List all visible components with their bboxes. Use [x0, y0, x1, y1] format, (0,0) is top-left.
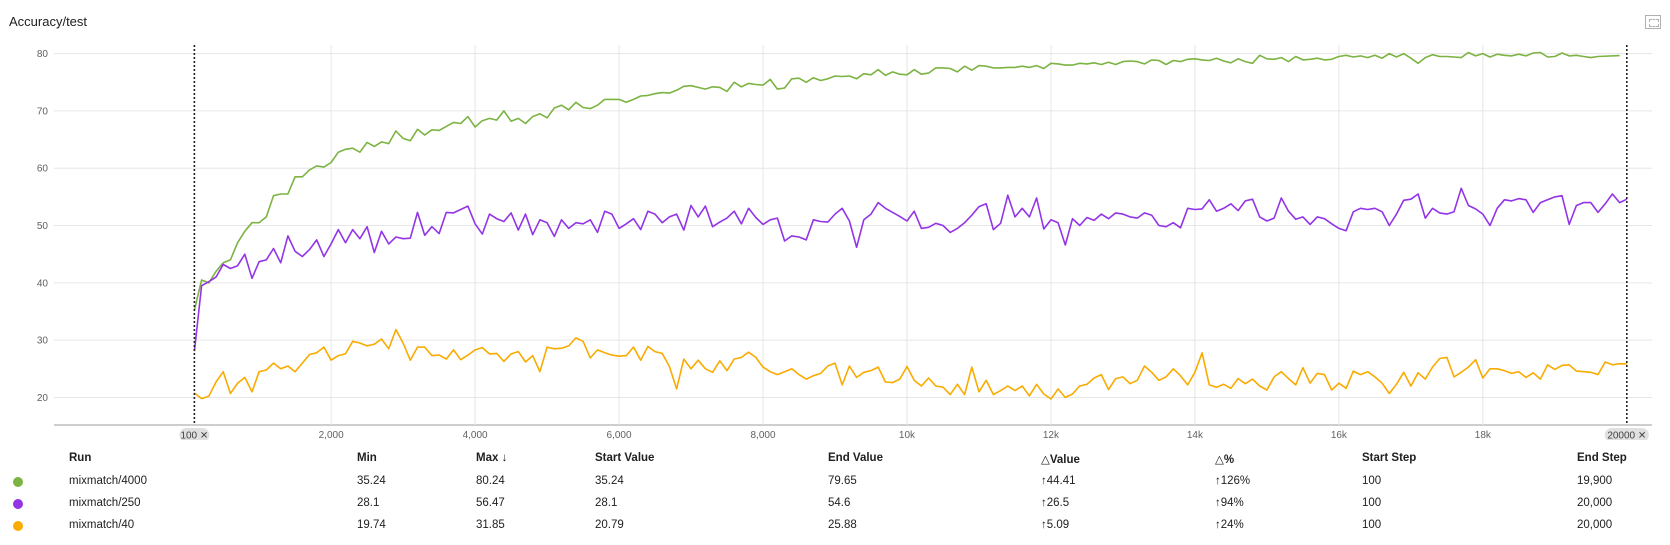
- cell-run: mixmatch/4000: [69, 475, 147, 487]
- series-line-mixmatch-40: [193, 328, 1627, 400]
- line-chart: 20 30 40 50 60 70 80 2,000 4,000 6,000 8,000 10k 12…: [37, 45, 1652, 441]
- cell-start-step: 100: [1362, 497, 1382, 509]
- cell-end-value: 54.6: [828, 497, 851, 509]
- cell-delta-pct: ↑94%: [1215, 497, 1244, 509]
- cell-end-step: 20,000: [1577, 519, 1613, 531]
- cell-max: 56.47: [476, 497, 505, 509]
- cell-end-step: 19,900: [1577, 475, 1613, 487]
- col-header-start-step[interactable]: Start Step: [1362, 452, 1417, 464]
- x-tick-label: 16k: [1331, 430, 1348, 440]
- cell-min: 19.74: [357, 519, 386, 531]
- range-markers: 100 ✕ 20000 ✕: [179, 45, 1649, 441]
- series-line-mixmatch-250: [193, 187, 1628, 352]
- cell-delta-value: ↑5.09: [1041, 519, 1070, 531]
- x-tick-label: 12k: [1043, 430, 1060, 440]
- cell-start-step: 100: [1362, 475, 1382, 487]
- col-header-delta-value[interactable]: △Value: [1041, 454, 1080, 466]
- col-header-min[interactable]: Min: [357, 452, 377, 464]
- y-axis-ticks: 20 30 40 50 60 70 80: [37, 49, 49, 404]
- fullscreen-icon[interactable]: [1645, 15, 1661, 29]
- cell-delta-pct: ↑24%: [1215, 519, 1244, 531]
- y-tick-label: 30: [37, 336, 49, 347]
- run-color-dot: [13, 477, 23, 487]
- run-color-dot: [13, 521, 23, 531]
- x-tick-label: 18k: [1475, 430, 1492, 440]
- y-tick-label: 20: [37, 393, 49, 404]
- run-color-dot: [13, 499, 23, 509]
- cell-delta-value: ↑26.5: [1041, 497, 1070, 509]
- y-tick-label: 60: [37, 164, 49, 175]
- y-tick-label: 50: [37, 221, 49, 232]
- y-tick-label: 40: [37, 278, 49, 289]
- chart-grid: [54, 45, 1652, 426]
- cell-end-value: 25.88: [828, 519, 857, 531]
- cell-min: 28.1: [357, 497, 380, 509]
- col-header-end-step[interactable]: End Step: [1577, 452, 1627, 464]
- col-header-delta-pct[interactable]: △%: [1215, 454, 1235, 466]
- cell-start-value: 35.24: [595, 475, 624, 487]
- cell-run: mixmatch/40: [69, 519, 135, 531]
- col-header-end-value[interactable]: End Value: [828, 452, 883, 464]
- x-tick-label: 10k: [899, 430, 916, 440]
- cell-max: 80.24: [476, 475, 505, 487]
- y-tick-label: 70: [37, 106, 49, 117]
- range-handle: [1604, 428, 1649, 440]
- range-handle-label: 20000 ✕: [1607, 431, 1646, 441]
- cell-end-value: 79.65: [828, 475, 857, 487]
- range-handle: [179, 428, 210, 440]
- cell-max: 31.85: [476, 519, 505, 531]
- cell-delta-value: ↑44.41: [1041, 475, 1076, 487]
- col-header-max[interactable]: Max ↓: [476, 452, 508, 464]
- cell-start-value: 28.1: [595, 497, 618, 509]
- y-tick-label: 80: [37, 49, 49, 60]
- series-line-mixmatch-4000: [193, 51, 1620, 311]
- range-handle-label: 100 ✕: [180, 431, 208, 441]
- col-header-start-value[interactable]: Start Value: [595, 452, 655, 464]
- x-tick-label: 14k: [1187, 430, 1204, 440]
- chart-series: [193, 51, 1628, 400]
- cell-start-value: 20.79: [595, 519, 624, 531]
- cell-end-step: 20,000: [1577, 497, 1613, 509]
- cell-min: 35.24: [357, 475, 386, 487]
- col-header-run[interactable]: Run: [69, 452, 92, 464]
- x-tick-label: 2,000: [319, 430, 344, 440]
- x-tick-label: 8,000: [751, 430, 776, 440]
- x-tick-label: 6,000: [607, 430, 632, 440]
- chart-title: Accuracy/test: [9, 14, 88, 29]
- cell-run: mixmatch/250: [69, 497, 141, 509]
- x-tick-label: 4,000: [463, 430, 488, 440]
- cell-start-step: 100: [1362, 519, 1382, 531]
- x-axis-ticks: 2,000 4,000 6,000 8,000 10k 12k 14k 16k 18k: [319, 430, 1492, 440]
- cell-delta-pct: ↑126%: [1215, 475, 1251, 487]
